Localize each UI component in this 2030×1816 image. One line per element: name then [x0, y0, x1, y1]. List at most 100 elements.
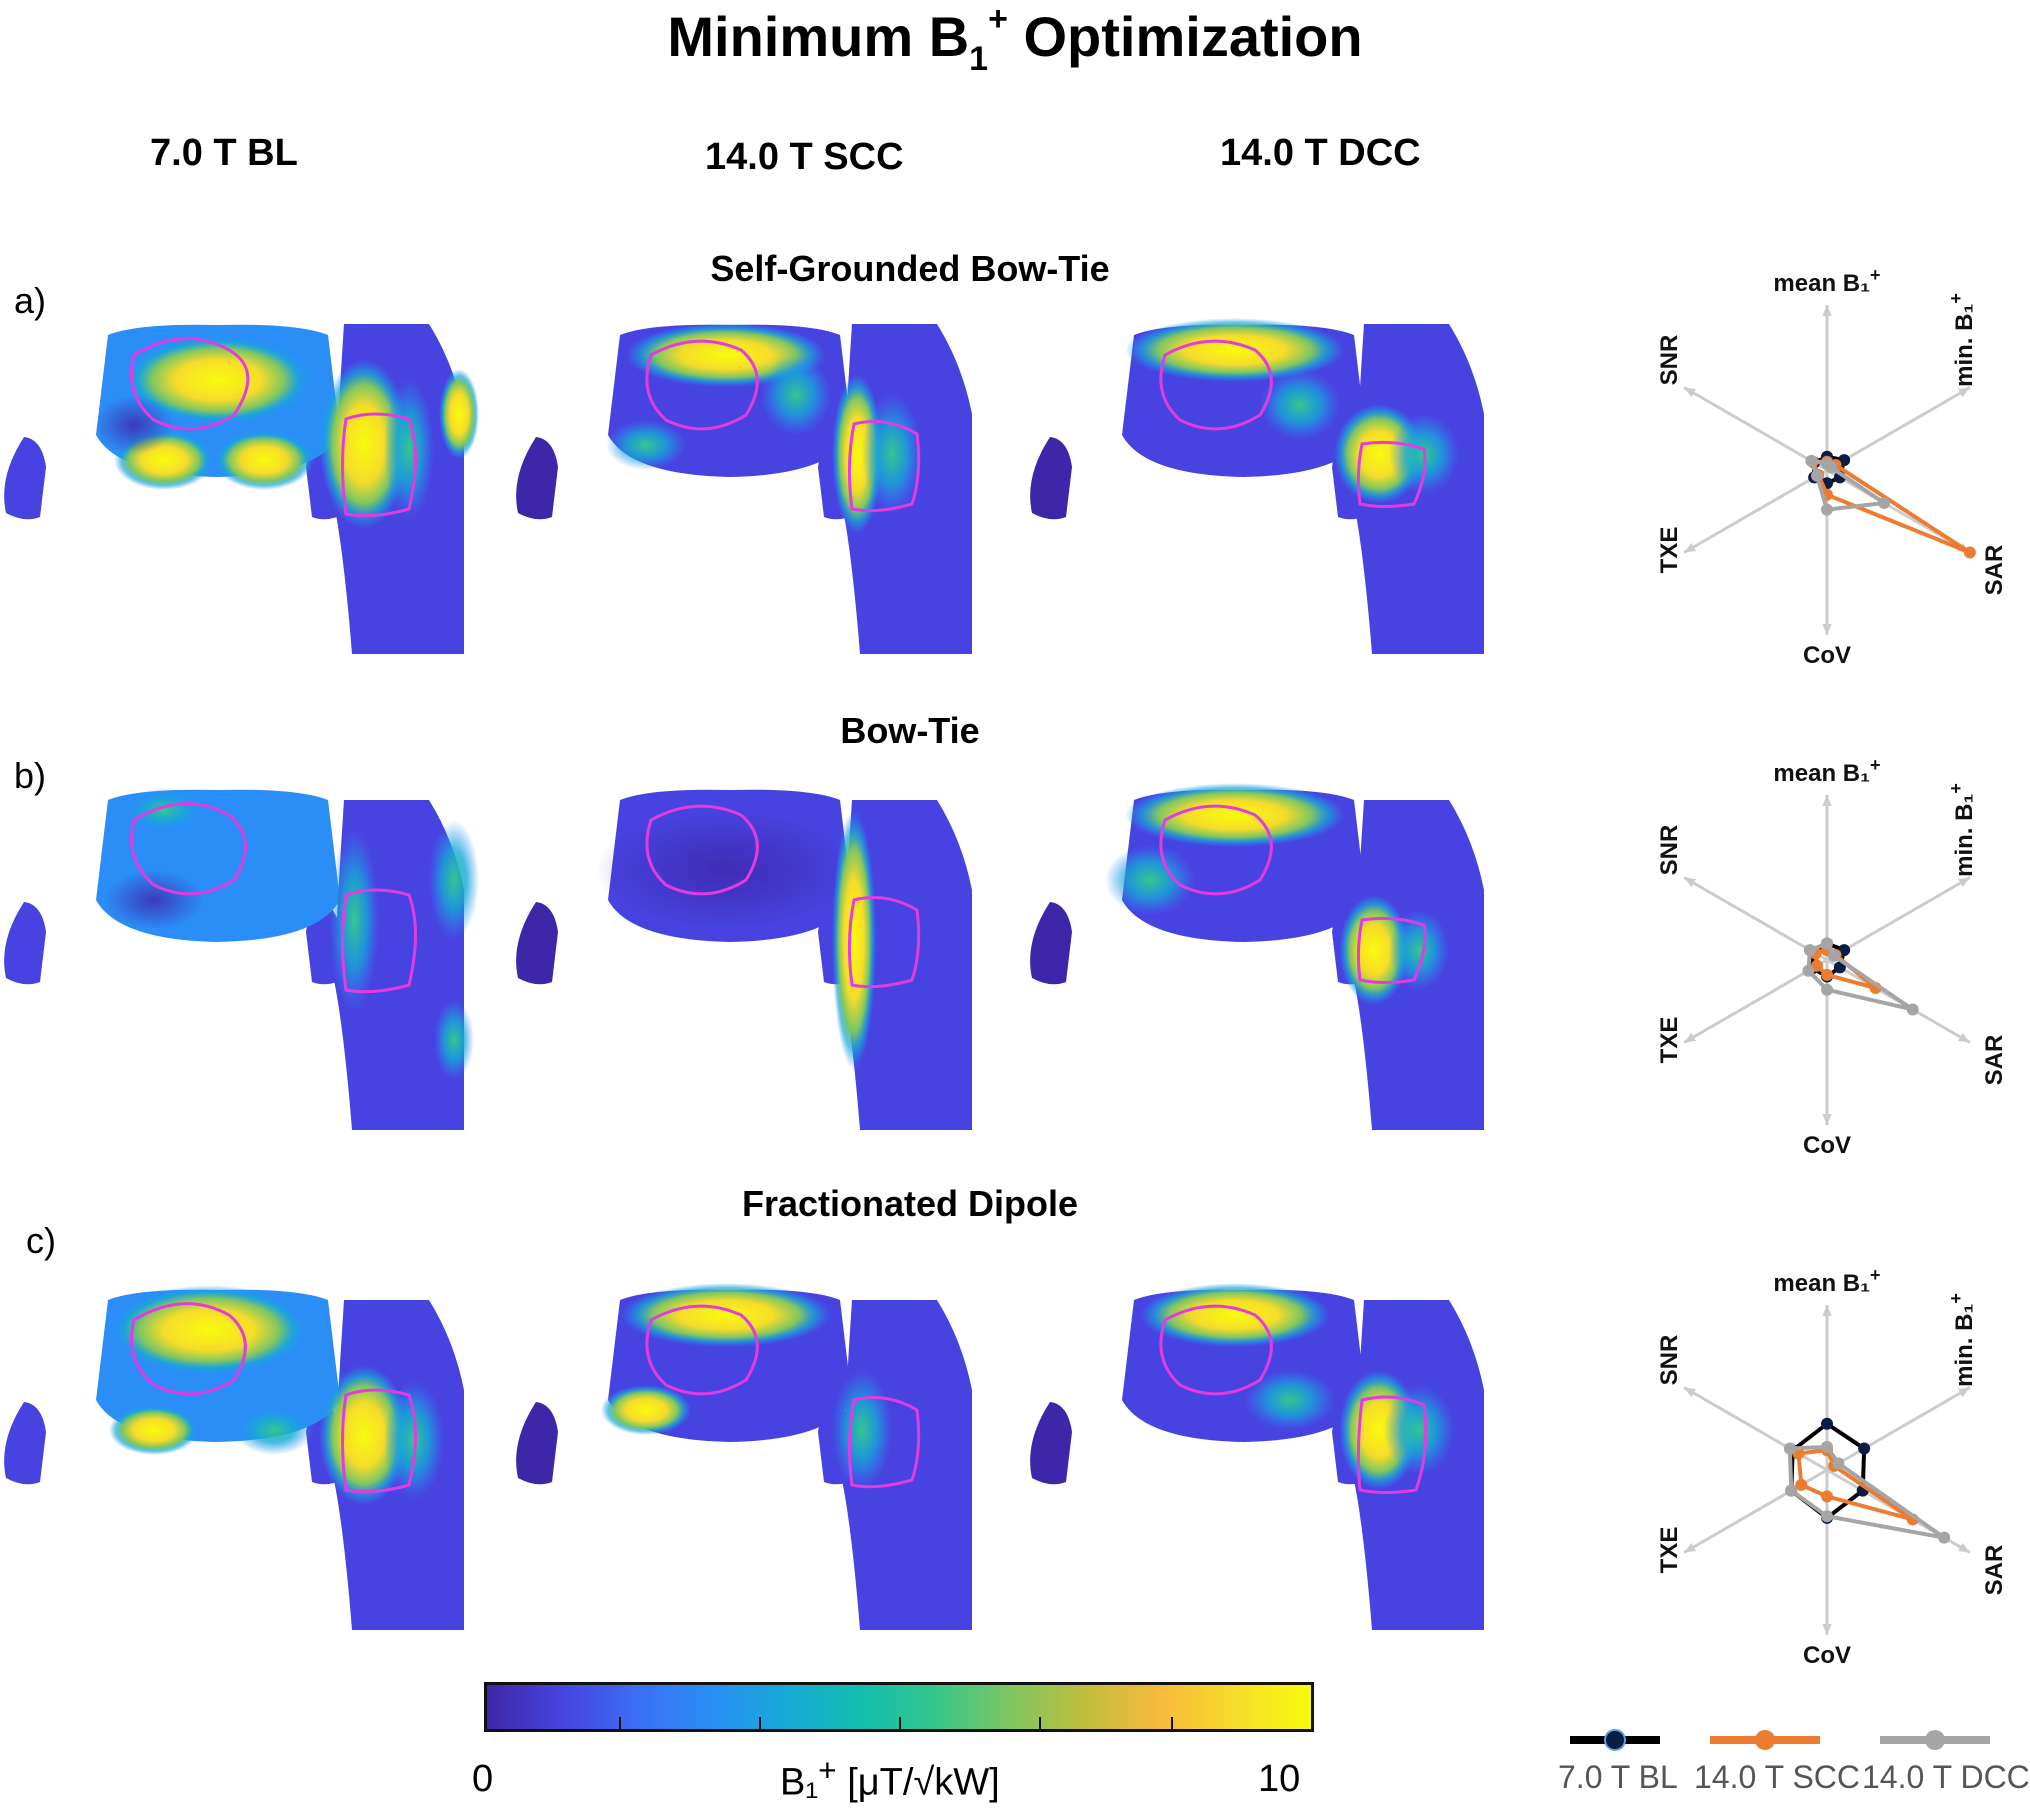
radar-label-cov: CoV: [1803, 1132, 1851, 1159]
radar-label-txe: TXE: [1656, 1527, 1683, 1574]
row-title-c: Fractionated Dipole: [741, 1183, 1079, 1224]
axial-map-c-7t: [4, 1285, 348, 1485]
legend-item-14t-dcc: 14.0 T DCC: [1862, 1730, 2030, 1795]
row-label-c: c): [26, 1220, 56, 1261]
radar-point-2-4: [1802, 964, 1815, 977]
radar-axis-arrow-0: [1822, 305, 1832, 317]
radar-label-sar: SAR: [1981, 1545, 2008, 1596]
legend-label-14t-scc: 14.0 T SCC: [1694, 1759, 1860, 1795]
axial-map-c-14t-dcc: [1030, 1283, 1374, 1485]
row-label-b: b): [14, 755, 47, 796]
axial-map-b-7t: [4, 788, 348, 985]
radar-axis-1: [1826, 1386, 1971, 1472]
radar-point-2-3: [1821, 1510, 1833, 1523]
radar-point-1-4: [1795, 1478, 1808, 1491]
axial-map-b-14t-scc: [516, 789, 860, 985]
figure-title: Minimum B1+ Optimization: [667, 0, 1363, 78]
legend-label-14t-dcc: 14.0 T DCC: [1862, 1759, 2030, 1795]
radar-point-2-1: [1832, 1457, 1845, 1470]
radar-axis-arrow-3: [1822, 1623, 1832, 1635]
radar-axis-arrow-5: [1684, 877, 1697, 888]
radar-label-snr: SNR: [1656, 825, 1683, 876]
row-label-a: a): [14, 280, 47, 321]
radar-axis-1: [1826, 386, 1971, 472]
colorbar-min-label: 0: [472, 1758, 494, 1800]
radar-label-cov: CoV: [1803, 642, 1851, 669]
radar-point-0-1: [1858, 1442, 1871, 1455]
radar-axis-arrow-4: [1684, 1032, 1697, 1043]
radar-axis-arrow-3: [1822, 1113, 1832, 1125]
colorbar-title: B₁+ [μT/√kW]: [780, 1752, 1000, 1804]
radar-axis-arrow-0: [1822, 1305, 1832, 1317]
legend-item-7t-bl: 7.0 T BL: [1558, 1729, 1678, 1795]
radar-label-cov: CoV: [1803, 1642, 1851, 1669]
radar-charts: mean B₁+ min. B₁+ SAR CoV TXE SNR mean B₁+ min.…: [1656, 265, 2008, 1669]
radar-label-min-b1: min. B₁+: [1946, 783, 1978, 877]
row-title-b: Bow-Tie: [840, 710, 980, 751]
sagittal-map-c-7t: [319, 1300, 464, 1630]
radar-label-min-b1: min. B₁+: [1946, 1293, 1978, 1387]
colorbar-max-label: 10: [1258, 1758, 1301, 1800]
radar-axis-4: [1683, 958, 1828, 1044]
radar-label-sar: SAR: [1981, 545, 2008, 596]
radar-axis-arrow-1: [1957, 1387, 1970, 1398]
radar-chart-c: mean B₁+ min. B₁+ SAR CoV TXE SNR: [1656, 1265, 2008, 1669]
radar-point-1-2: [1963, 546, 1976, 559]
sagittal-map-c-14t-scc: [832, 1300, 972, 1630]
sagittal-map-c-14t-dcc: [1339, 1300, 1484, 1630]
radar-point-2-2: [1938, 1531, 1951, 1544]
radar-label-mean-b1: mean B₁+: [1773, 265, 1880, 297]
sagittal-map-a-7t: [319, 324, 479, 654]
row-title-a: Self-Grounded Bow-Tie: [710, 248, 1110, 289]
column-header-7t-bl: 7.0 T BL: [150, 132, 298, 174]
radar-axis-5: [1683, 1386, 1828, 1472]
radar-axis-arrow-2: [1957, 1032, 1970, 1043]
radar-point-2-1: [1828, 949, 1841, 962]
axial-map-a-14t-dcc: [1030, 318, 1374, 520]
radar-point-2-2: [1906, 1003, 1919, 1016]
radar-axis-5: [1683, 876, 1828, 962]
radar-point-2-4: [1785, 1484, 1798, 1497]
radar-axis-arrow-2: [1957, 1542, 1970, 1553]
radar-point-2-5: [1805, 454, 1818, 467]
radar-chart-a: mean B₁+ min. B₁+ SAR CoV TXE SNR: [1656, 265, 2008, 669]
radar-label-mean-b1: mean B₁+: [1773, 755, 1880, 787]
radar-axis-arrow-1: [1957, 877, 1970, 888]
radar-axis-arrow-5: [1684, 387, 1697, 398]
radar-axis-1: [1826, 876, 1971, 962]
radar-label-min-b1: min. B₁+: [1946, 293, 1978, 387]
radar-label-mean-b1: mean B₁+: [1773, 1265, 1880, 1297]
radar-axis-arrow-3: [1822, 623, 1832, 635]
radar-point-2-4: [1810, 469, 1823, 482]
column-header-14t-dcc: 14.0 T DCC: [1220, 132, 1421, 174]
sagittal-map-b-14t-scc: [832, 800, 972, 1130]
colorbar: [484, 1682, 1314, 1732]
radar-axis-arrow-0: [1822, 795, 1832, 807]
radar-axis-arrow-4: [1684, 542, 1697, 553]
radar-point-2-0: [1821, 1440, 1833, 1453]
sagittal-map-b-14t-dcc: [1339, 800, 1484, 1130]
legend-label-7t-bl: 7.0 T BL: [1558, 1759, 1678, 1795]
radar-point-1-3: [1821, 968, 1833, 981]
radar-point-0-2: [1833, 961, 1846, 974]
radar-point-0-0: [1821, 1417, 1833, 1430]
radar-point-2-5: [1783, 1442, 1796, 1455]
axial-map-a-7t: [4, 324, 348, 520]
radar-point-2-1: [1825, 461, 1838, 474]
radar-point-2-0: [1821, 937, 1833, 950]
radar-axis-4: [1683, 468, 1828, 554]
axial-map-b-14t-dcc: [1030, 783, 1374, 985]
radar-point-1-3: [1821, 1490, 1833, 1503]
sagittal-map-a-14t-scc: [832, 324, 972, 654]
radar-point-2-3: [1821, 503, 1833, 516]
radar-axis-5: [1683, 386, 1828, 472]
radar-label-snr: SNR: [1656, 335, 1683, 386]
legend-item-14t-scc: 14.0 T SCC: [1694, 1730, 1860, 1795]
sagittal-map-a-14t-dcc: [1334, 324, 1484, 654]
radar-chart-b: mean B₁+ min. B₁+ SAR CoV TXE SNR: [1656, 755, 2008, 1159]
radar-point-2-3: [1821, 983, 1833, 996]
radar-label-snr: SNR: [1656, 1335, 1683, 1386]
column-header-14t-scc: 14.0 T SCC: [705, 136, 904, 178]
radar-label-txe: TXE: [1656, 1017, 1683, 1064]
